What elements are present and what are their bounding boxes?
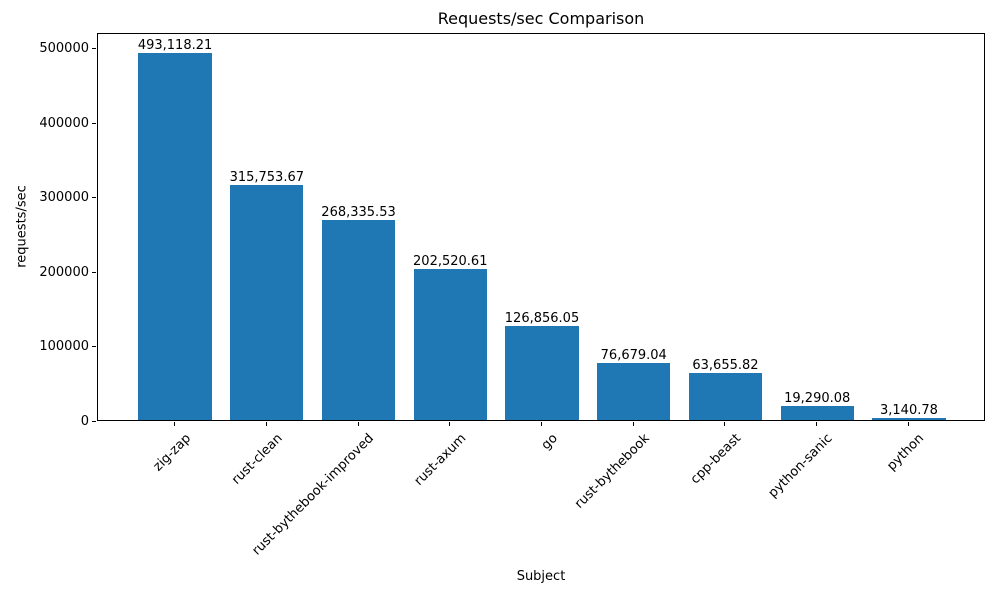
bar-cpp-beast [688,372,763,420]
x-tick-mark [816,422,818,426]
y-tick-label: 100000 [39,339,89,355]
bar-python [872,417,946,420]
x-tick-label: rust-bythebook [571,431,653,512]
y-tick-label: 200000 [39,264,89,280]
x-tick-label: zig-zap [150,431,194,475]
bar-value-label: 202,520.61 [413,254,488,270]
x-tick-label: go [538,431,561,454]
bar-value-label: 63,655.82 [692,357,759,373]
plot-area: 493,118.21 315,753.67 268,335.53 202,520.61… [97,33,985,421]
x-tick-label: cpp-beast [687,431,745,488]
y-tick-mark [92,346,96,348]
bar-rust-axum [413,269,487,420]
bar-value-label: 76,679.04 [600,347,667,363]
y-tick-mark [92,271,96,273]
y-axis-label: requests/sec [14,185,30,268]
y-tick-mark [92,122,96,124]
bar-rust-clean [230,185,304,420]
x-tick-label: rust-clean [228,431,286,488]
x-tick-mark [724,422,726,426]
bar-value-label: 19,290.08 [784,390,851,406]
y-tick-label: 500000 [39,41,89,57]
bar-value-label: 315,753.67 [229,170,304,186]
x-tick-mark [632,422,634,426]
x-tick-label: rust-axum [411,431,469,489]
bar-zig-zap [138,53,212,420]
x-tick-mark [357,422,359,426]
x-tick-mark [265,422,267,426]
x-tick-mark [174,422,176,426]
x-tick-label: python [884,431,928,474]
bar-rust-bythebook-improved [321,220,396,420]
y-tick-mark [92,420,96,422]
bar-value-label: 268,335.53 [321,205,396,221]
y-tick-mark [92,48,96,50]
bar-python-sanic [780,405,854,420]
bar-go [505,325,579,420]
x-tick-mark [907,422,909,426]
y-tick-label: 0 [80,413,89,429]
y-tick-label: 300000 [39,190,89,206]
x-tick-mark [449,422,451,426]
bar-value-label: 126,856.05 [504,310,580,326]
bar-rust-bythebook [597,362,671,420]
bar-value-label: 3,140.78 [879,402,938,418]
y-tick-label: 400000 [39,115,89,131]
bar-value-label: 493,118.21 [137,38,213,54]
x-tick-mark [541,422,542,426]
x-axis-label: Subject [516,569,566,584]
chart-title: Requests/sec Comparison [437,9,645,28]
y-tick-mark [92,197,96,199]
x-tick-label: python-sanic [765,431,836,501]
